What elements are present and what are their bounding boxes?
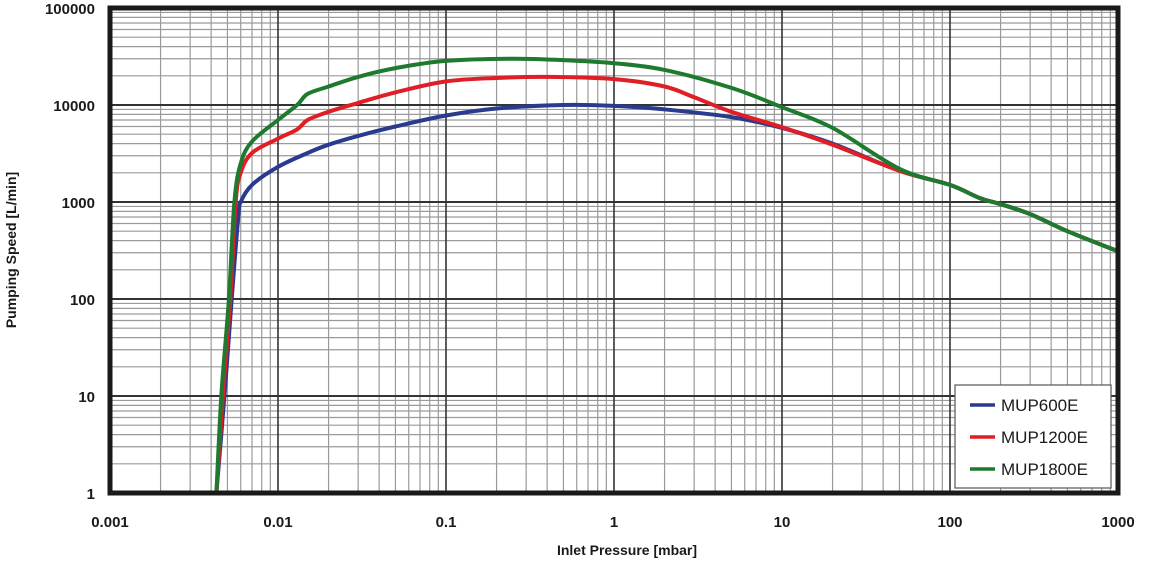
y-axis-ticks: 1 10 100 1000 10000 100000	[45, 1, 95, 503]
major-gridlines	[110, 8, 1118, 493]
legend-label: MUP1200E	[1001, 428, 1088, 447]
x-tick-label: 0.01	[263, 514, 292, 531]
legend-label: MUP600E	[1001, 396, 1078, 415]
x-tick-label: 0.1	[436, 514, 457, 531]
x-tick-label: 0.001	[91, 514, 129, 531]
x-axis-ticks: 0.001 0.01 0.1 1 10 100 1000	[91, 514, 1134, 531]
y-tick-label: 100000	[45, 1, 95, 18]
y-tick-label: 1000	[62, 195, 95, 212]
y-tick-label: 1	[87, 486, 95, 503]
x-tick-label: 1	[610, 514, 618, 531]
y-tick-label: 10000	[53, 98, 95, 115]
data-series	[214, 56, 1119, 494]
x-axis-label: Inlet Pressure [mbar]	[557, 542, 697, 558]
x-tick-label: 1000	[1101, 514, 1134, 531]
y-tick-label: 100	[70, 292, 95, 309]
legend-label: MUP1800E	[1001, 460, 1088, 479]
x-tick-label: 10	[774, 514, 791, 531]
legend: MUP600E MUP1200E MUP1800E	[954, 384, 1112, 489]
series-line-mup1800e	[214, 56, 1119, 494]
plot-frame	[107, 5, 1121, 496]
y-axis-label: Pumping Speed [L/min]	[3, 172, 19, 328]
x-tick-label: 100	[937, 514, 962, 531]
y-tick-label: 10	[78, 389, 95, 406]
